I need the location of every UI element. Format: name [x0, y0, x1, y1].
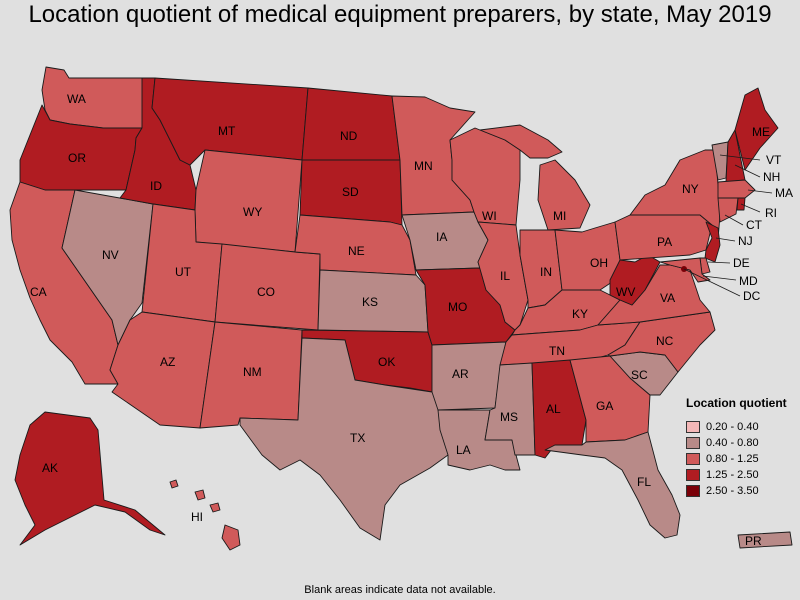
- state-tx[interactable]: [239, 337, 449, 541]
- state-il[interactable]: [477, 221, 529, 331]
- legend-label: 2.50 - 3.50: [706, 485, 759, 497]
- state-labels: WA OR CA NV ID MT WY UT AZ CO NM ND SD N…: [30, 92, 793, 548]
- legend-item: 2.50 - 3.50: [686, 483, 796, 499]
- label-dc: DC: [743, 289, 761, 303]
- label-ne: NE: [348, 244, 365, 258]
- label-mt: MT: [218, 124, 236, 138]
- state-hi[interactable]: [169, 479, 241, 551]
- legend-label: 0.40 - 0.80: [706, 437, 759, 449]
- label-oh: OH: [590, 256, 608, 270]
- label-ar: AR: [452, 367, 469, 381]
- label-nc: NC: [656, 334, 674, 348]
- label-vt: VT: [766, 153, 782, 167]
- legend-label: 0.80 - 1.25: [706, 453, 759, 465]
- label-ok: OK: [378, 355, 395, 369]
- map-title: Location quotient of medical equipment p…: [28, 1, 772, 28]
- label-tn: TN: [549, 344, 565, 358]
- state-ct[interactable]: [717, 197, 739, 223]
- label-ct: CT: [746, 218, 763, 232]
- label-ms: MS: [500, 410, 518, 424]
- state-mi[interactable]: [479, 124, 591, 231]
- label-ut: UT: [175, 265, 192, 279]
- legend-swatch: [686, 437, 700, 449]
- label-wy: WY: [243, 205, 262, 219]
- label-wi: WI: [482, 209, 497, 223]
- label-ri: RI: [765, 206, 777, 220]
- label-nj: NJ: [738, 234, 753, 248]
- label-me: ME: [752, 125, 770, 139]
- legend-item: 1.25 - 2.50: [686, 467, 796, 483]
- label-wa: WA: [67, 92, 86, 106]
- state-az[interactable]: [109, 311, 216, 429]
- label-va: VA: [660, 291, 675, 305]
- label-mi: MI: [553, 209, 566, 223]
- state-me[interactable]: [734, 87, 779, 171]
- label-sd: SD: [342, 185, 359, 199]
- label-az: AZ: [160, 355, 175, 369]
- label-nv: NV: [102, 248, 119, 262]
- state-ar[interactable]: [431, 341, 507, 411]
- state-wv[interactable]: [609, 254, 661, 306]
- state-ak[interactable]: [14, 411, 166, 546]
- label-nd: ND: [340, 129, 358, 143]
- label-ga: GA: [596, 399, 613, 413]
- label-il: IL: [500, 269, 510, 283]
- label-sc: SC: [631, 368, 648, 382]
- state-ma[interactable]: [717, 179, 756, 199]
- label-hi: HI: [191, 510, 203, 524]
- state-wy[interactable]: [194, 149, 303, 253]
- label-de: DE: [733, 256, 750, 270]
- label-ca: CA: [30, 285, 47, 299]
- legend-swatch: [686, 421, 700, 433]
- label-nh: NH: [763, 170, 780, 184]
- label-in: IN: [540, 265, 552, 279]
- legend-swatch: [686, 469, 700, 481]
- legend-label: 0.20 - 0.40: [706, 421, 759, 433]
- label-la: LA: [456, 443, 471, 457]
- state-wa[interactable]: [41, 66, 151, 129]
- label-tx: TX: [350, 431, 365, 445]
- state-md[interactable]: [659, 257, 711, 283]
- label-or: OR: [68, 151, 86, 165]
- legend-swatch: [686, 453, 700, 465]
- label-id: ID: [150, 179, 162, 193]
- legend-label: 1.25 - 2.50: [706, 469, 759, 481]
- label-ak: AK: [42, 461, 58, 475]
- legend-swatch: [686, 485, 700, 497]
- footnote: Blank areas indicate data not available.: [304, 584, 496, 596]
- label-ny: NY: [682, 182, 699, 196]
- label-nm: NM: [243, 365, 262, 379]
- label-co: CO: [257, 285, 275, 299]
- legend-title: Location quotient: [686, 396, 787, 410]
- label-ks: KS: [362, 295, 378, 309]
- state-pr[interactable]: [737, 531, 793, 549]
- state-nj[interactable]: [704, 221, 721, 263]
- label-pr: PR: [745, 534, 762, 548]
- leader-lines: [683, 154, 773, 297]
- label-wv: WV: [616, 285, 635, 299]
- label-ky: KY: [572, 307, 588, 321]
- legend-item: 0.40 - 0.80: [686, 435, 796, 451]
- state-fl[interactable]: [544, 431, 681, 539]
- label-ia: IA: [436, 230, 447, 244]
- label-ma: MA: [775, 186, 793, 200]
- label-al: AL: [546, 402, 561, 416]
- label-md: MD: [739, 274, 758, 288]
- label-fl: FL: [637, 475, 651, 489]
- label-pa: PA: [657, 235, 672, 249]
- label-mn: MN: [414, 159, 433, 173]
- legend-item: 0.20 - 0.40: [686, 419, 796, 435]
- legend-item: 0.80 - 1.25: [686, 451, 796, 467]
- state-nd[interactable]: [301, 87, 401, 161]
- label-mo: MO: [448, 300, 467, 314]
- map-legend: Location quotient 0.20 - 0.40 0.40 - 0.8…: [686, 396, 796, 499]
